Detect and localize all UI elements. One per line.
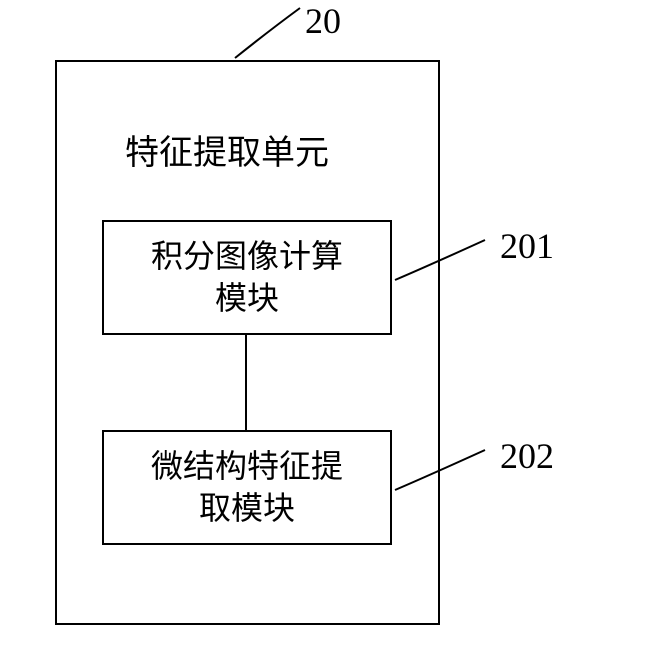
box2-leader-line xyxy=(0,0,645,665)
box2-label: 202 xyxy=(500,435,554,477)
